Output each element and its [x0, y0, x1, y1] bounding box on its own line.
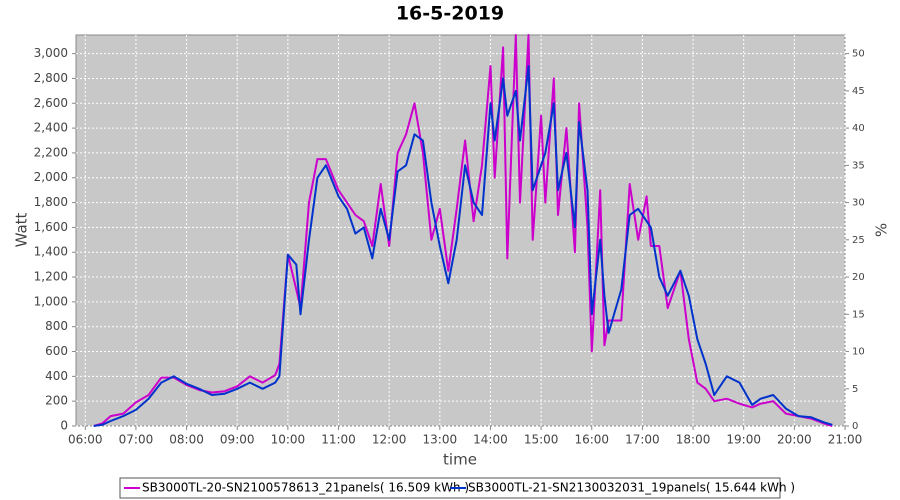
series-line [93, 65, 833, 427]
x-tick-label: 21:00 [828, 433, 863, 447]
x-tick-label: 09:00 [220, 433, 255, 447]
y-tick-label: 1,000 [34, 294, 68, 308]
y2-tick-label: 25 [852, 235, 865, 246]
x-tick-label: 18:00 [676, 433, 711, 447]
legend-label: SB3000TL-21-SN2130032031_19panels( 15.64… [468, 481, 795, 495]
y2-tick-label: 5 [852, 384, 858, 395]
x-tick-label: 10:00 [271, 433, 306, 447]
y2-axis-label: % [873, 223, 891, 237]
y2-tick-label: 50 [852, 49, 865, 60]
x-tick-label: 20:00 [777, 433, 812, 447]
y-tick-label: 200 [45, 394, 68, 408]
x-tick-label: 11:00 [321, 433, 356, 447]
y-tick-label: 400 [45, 369, 68, 383]
x-tick-label: 08:00 [169, 433, 204, 447]
y-tick-label: 2,200 [34, 145, 68, 159]
y-tick-label: 2,400 [34, 121, 68, 135]
chart-title: 16-5-2019 [396, 3, 504, 25]
y-tick-label: 800 [45, 319, 68, 333]
y-tick-label: 3,000 [34, 46, 68, 60]
y2-tick-label: 30 [852, 198, 865, 209]
y2-tick-label: 15 [852, 309, 865, 320]
y-tick-label: 2,600 [34, 96, 68, 110]
series-line [93, 34, 833, 427]
x-tick-label: 17:00 [625, 433, 660, 447]
plot-area [75, 34, 846, 427]
y-tick-label: 2,800 [34, 71, 68, 85]
x-tick-label: 12:00 [372, 433, 407, 447]
x-axis-label: time [443, 451, 477, 469]
x-tick-label: 15:00 [524, 433, 559, 447]
x-tick-label: 19:00 [726, 433, 761, 447]
x-tick-label: 13:00 [423, 433, 458, 447]
y2-tick-label: 35 [852, 160, 865, 171]
x-tick-label: 07:00 [119, 433, 154, 447]
y-tick-label: 1,200 [34, 270, 68, 284]
legend-label: SB3000TL-20-SN2100578613_21panels( 16.50… [142, 481, 469, 495]
y2-tick-label: 0 [852, 421, 858, 432]
y-tick-label: 0 [60, 419, 68, 433]
y-tick-label: 600 [45, 344, 68, 358]
y2-tick-label: 10 [852, 347, 865, 358]
y-tick-label: 2,000 [34, 170, 68, 184]
y-axis-label: Watt [13, 212, 31, 247]
y2-tick-label: 45 [852, 86, 865, 97]
y-tick-label: 1,800 [34, 195, 68, 209]
y2-tick-label: 20 [852, 272, 865, 283]
y-tick-label: 1,600 [34, 220, 68, 234]
x-tick-label: 16:00 [574, 433, 609, 447]
x-tick-label: 06:00 [68, 433, 103, 447]
y2-tick-label: 40 [852, 123, 865, 134]
x-tick-label: 14:00 [473, 433, 508, 447]
y-tick-label: 1,400 [34, 245, 68, 259]
